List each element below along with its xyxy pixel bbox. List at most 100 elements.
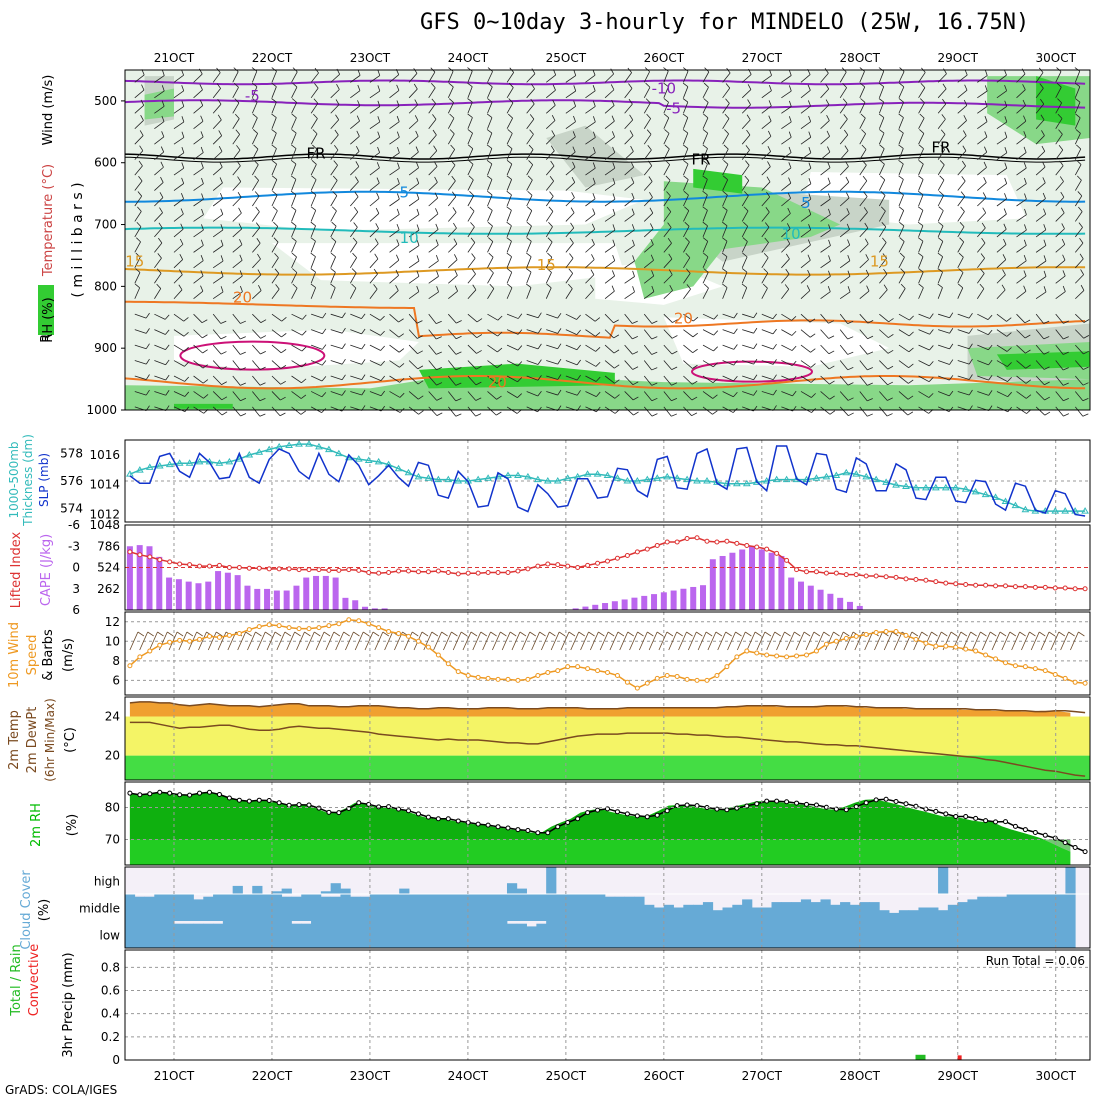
wind-barb-feather [632,381,639,386]
rh-mid-region [125,372,1090,410]
wind-barb [624,245,635,253]
wind-barb [487,375,498,384]
wind-barb-feather [526,206,533,211]
cloud-bar-low [271,921,283,948]
wind-barb-feather [713,314,719,320]
wind-barb [800,313,811,323]
wind-barb-feather [1078,222,1083,228]
wind-barb [800,229,811,238]
wind-barb [330,391,343,396]
wind-barb-feather [828,320,835,324]
wind-barb [624,135,634,145]
rh2m-line-marker [664,808,670,814]
wind-barb-10m [766,631,776,651]
wind-barb [545,165,555,176]
wind-barb [957,165,966,176]
lifted-index-line-marker [605,558,610,564]
wind-barb-feather [917,190,924,196]
wind-barb-feather [665,175,671,181]
rh2m-line-marker [525,828,531,834]
wind-barb [977,106,988,114]
cloud-bar-middle [320,896,332,921]
wind-barb-feather [847,270,851,277]
wind-barb [506,329,519,335]
wind-barb-feather [721,252,728,257]
wind-barb-feather [722,221,728,227]
wind-barb-feather [291,98,297,103]
cape-bar [837,597,844,610]
cloud-bar-middle [154,894,165,921]
thickness-line-marker [991,493,1000,500]
cloud-bar-low [428,921,439,948]
cape-bar [342,597,349,610]
wind-barb [389,344,400,353]
wind-barb [663,313,673,323]
wind-barb-feather [496,395,502,400]
wind-barb-feather [1058,129,1063,135]
wind-barb [546,89,556,99]
thickness-line-marker [533,475,542,483]
wind10m-line-marker [754,650,760,656]
rh2m-line-marker [306,802,312,808]
wind-barb-10m [580,631,589,651]
wind-barb [408,313,418,324]
wind-barb-feather [145,343,150,349]
wind-barb [683,101,689,114]
wind-barb [977,167,987,176]
wind-barb [546,344,558,350]
wind-barb [408,214,420,222]
wind-barb [310,118,318,129]
wind-barb [545,287,552,299]
wind-barb-feather [887,381,894,386]
wind-barb-feather [887,349,894,354]
wind-barb [134,360,147,365]
wind-barb-feather [260,319,267,324]
wind-barb [604,290,615,300]
rh2m-line-marker [634,813,640,819]
wind-barb-10m [256,631,266,651]
wind-barb [408,406,419,415]
wind-barb [585,183,596,191]
wind-barb [232,87,239,99]
wind-barb-feather [377,131,381,138]
wind-barb-feather [416,270,420,277]
wind-barb-feather [594,317,601,322]
wind-barb-feather [651,382,658,386]
wind-barb [781,329,793,336]
wind-barb [722,133,729,145]
wind-barb [408,344,418,354]
wind-barb-10m-feather [343,631,350,637]
wind-barb-10m [129,631,139,651]
wind-barb-10m [354,631,364,651]
wind-barb-feather [138,160,143,167]
pressure-axis-label: ( m i l l i b a r s ) [70,182,86,297]
wind-barb-feather [979,283,985,289]
thickness-line-marker [762,477,771,484]
wind-barb [957,135,967,145]
wind-barb-feather [767,161,771,167]
wind-barb-feather [988,375,993,381]
wind-barb-feather [968,374,973,380]
lifted-index-line-marker [585,562,591,568]
lifted-index-line-marker [714,539,720,545]
wind-barb-feather [843,114,848,120]
wind-barb [585,228,595,238]
wind-barb [173,360,185,367]
wind-barb-feather [898,98,904,103]
cloud-bar-middle [1026,894,1037,921]
wind-barb [977,212,986,222]
wind-barb-feather [867,413,873,417]
wind-barb-10m-feather [460,631,468,637]
wind-barb [839,313,848,324]
wind-barb [487,406,497,416]
wind-barb-feather [1057,113,1063,119]
wind10m-line-marker [495,676,501,682]
thickness-line-marker [822,472,831,480]
cloud-bar-middle [996,896,1008,921]
wind-barb [800,360,812,368]
wind-barb [1055,375,1064,386]
cloud-bar-middle [918,907,929,921]
wind-barb-feather [743,221,748,227]
wind-barb [839,291,851,300]
wind-barb-feather [960,206,965,212]
